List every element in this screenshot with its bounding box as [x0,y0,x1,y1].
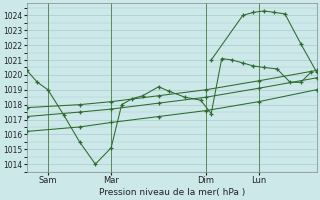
X-axis label: Pression niveau de la mer( hPa ): Pression niveau de la mer( hPa ) [99,188,245,197]
